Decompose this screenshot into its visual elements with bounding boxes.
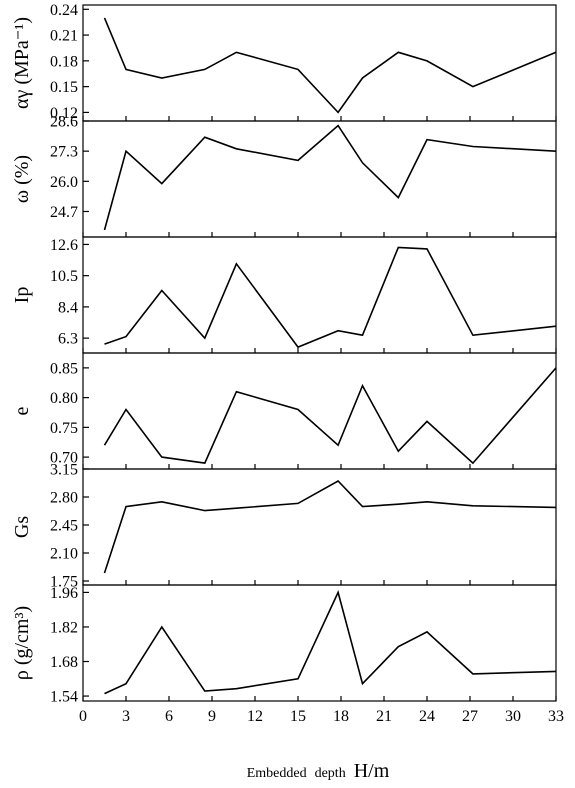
series-line-rho bbox=[104, 590, 557, 695]
y-tick-label: 0.85 bbox=[50, 360, 78, 377]
y-tick-label: 0.80 bbox=[50, 390, 78, 407]
panel-e: 0.70 0.75 0.80 0.85 e bbox=[11, 352, 557, 470]
y-tick-label: 3.15 bbox=[50, 462, 78, 479]
y-tick-label: 0.70 bbox=[50, 450, 78, 467]
series-line-e bbox=[103, 367, 557, 465]
y-tick-label: 27.3 bbox=[50, 144, 78, 161]
y-tick-label: 8.4 bbox=[58, 299, 78, 316]
y-axis-label-gs: Gs bbox=[11, 516, 33, 538]
y-tick-label: 1.68 bbox=[50, 654, 78, 671]
y-axis-label-alpha: αγ (MPa⁻¹) bbox=[11, 17, 33, 109]
y-tick-label: 26.0 bbox=[50, 174, 78, 191]
y-tick-label: 1.75 bbox=[50, 574, 78, 591]
panel-ip: 6.3 8.4 10.5 12.6 Ip bbox=[11, 236, 557, 354]
panel-rho: 1.54 1.68 1.82 1.96 ρ (g/cm³) bbox=[11, 584, 557, 706]
y-tick-label: 1.96 bbox=[50, 585, 78, 602]
y-axis-label-omega: ω (%) bbox=[11, 155, 33, 203]
y-tick-label: 0.12 bbox=[50, 105, 78, 122]
y-tick-label: 2.45 bbox=[50, 518, 78, 535]
panel-frame bbox=[82, 4, 557, 122]
y-axis-label-rho: ρ (g/cm³) bbox=[11, 606, 33, 680]
x-tick-label: 18 bbox=[333, 708, 349, 725]
x-axis-label-prefix: Embedded bbox=[247, 766, 307, 781]
x-tick-label: 30 bbox=[505, 708, 521, 725]
x-axis-label-suffix: H/m bbox=[354, 760, 390, 782]
y-tick-label: 2.80 bbox=[50, 490, 78, 507]
x-tick-label: 15 bbox=[290, 708, 306, 725]
x-tick-label: 9 bbox=[208, 708, 216, 725]
x-tick-label: 21 bbox=[376, 708, 392, 725]
panel-frame bbox=[82, 236, 557, 354]
series-line-alpha bbox=[103, 17, 557, 114]
x-tick-label: 12 bbox=[247, 708, 263, 725]
series-line-gs bbox=[103, 479, 557, 574]
y-tick-label: 1.54 bbox=[50, 689, 78, 706]
panel-frame bbox=[82, 352, 557, 470]
y-tick-label: 24.7 bbox=[50, 204, 78, 221]
x-tick-label: 24 bbox=[419, 708, 435, 725]
x-tick-label: 6 bbox=[165, 708, 173, 725]
x-axis-ticks: 0 3 6 9 12 15 18 21 24 27 30 33 bbox=[79, 708, 564, 725]
y-tick-label: 6.3 bbox=[58, 331, 78, 348]
y-tick-label: 2.10 bbox=[50, 546, 78, 563]
y-tick-label: 28.6 bbox=[50, 114, 78, 131]
y-tick-label: 0.75 bbox=[50, 420, 78, 437]
panel-alpha: 0.12 0.15 0.18 0.21 0.24 αγ (MPa⁻¹) bbox=[11, 2, 557, 122]
y-tick-label: 0.21 bbox=[50, 28, 78, 45]
series-line-omega bbox=[103, 124, 557, 231]
x-tick-label: 27 bbox=[462, 708, 478, 725]
panel-frame bbox=[82, 468, 557, 586]
series-line-ip bbox=[104, 246, 557, 349]
y-axis-label-ip: Ip bbox=[11, 287, 33, 304]
y-tick-label: 0.24 bbox=[50, 2, 78, 19]
panel-gs: 1.75 2.10 2.45 2.80 3.15 Gs bbox=[11, 462, 557, 591]
y-tick-label: 1.82 bbox=[50, 619, 78, 636]
x-tick-label: 33 bbox=[548, 708, 564, 725]
y-tick-label: 10.5 bbox=[50, 268, 78, 285]
x-tick-label: 0 bbox=[79, 708, 87, 725]
x-axis-label: Embedded depth H/m bbox=[247, 760, 390, 782]
y-tick-label: 0.18 bbox=[50, 53, 78, 70]
y-tick-label: 12.6 bbox=[50, 237, 78, 254]
x-axis-label-middle: depth bbox=[315, 766, 346, 781]
y-tick-label: 0.15 bbox=[50, 79, 78, 96]
panel-frame bbox=[82, 584, 557, 702]
x-tick-label: 3 bbox=[122, 708, 130, 725]
panel-frame bbox=[82, 120, 557, 238]
chart-panels: 0.12 0.15 0.18 0.21 0.24 αγ (MPa⁻¹) 24.7 26.0 27… bbox=[11, 2, 557, 706]
panel-omega: 24.7 26.0 27.3 28.6 ω (%) bbox=[11, 114, 557, 238]
y-axis-label-e: e bbox=[11, 406, 33, 415]
